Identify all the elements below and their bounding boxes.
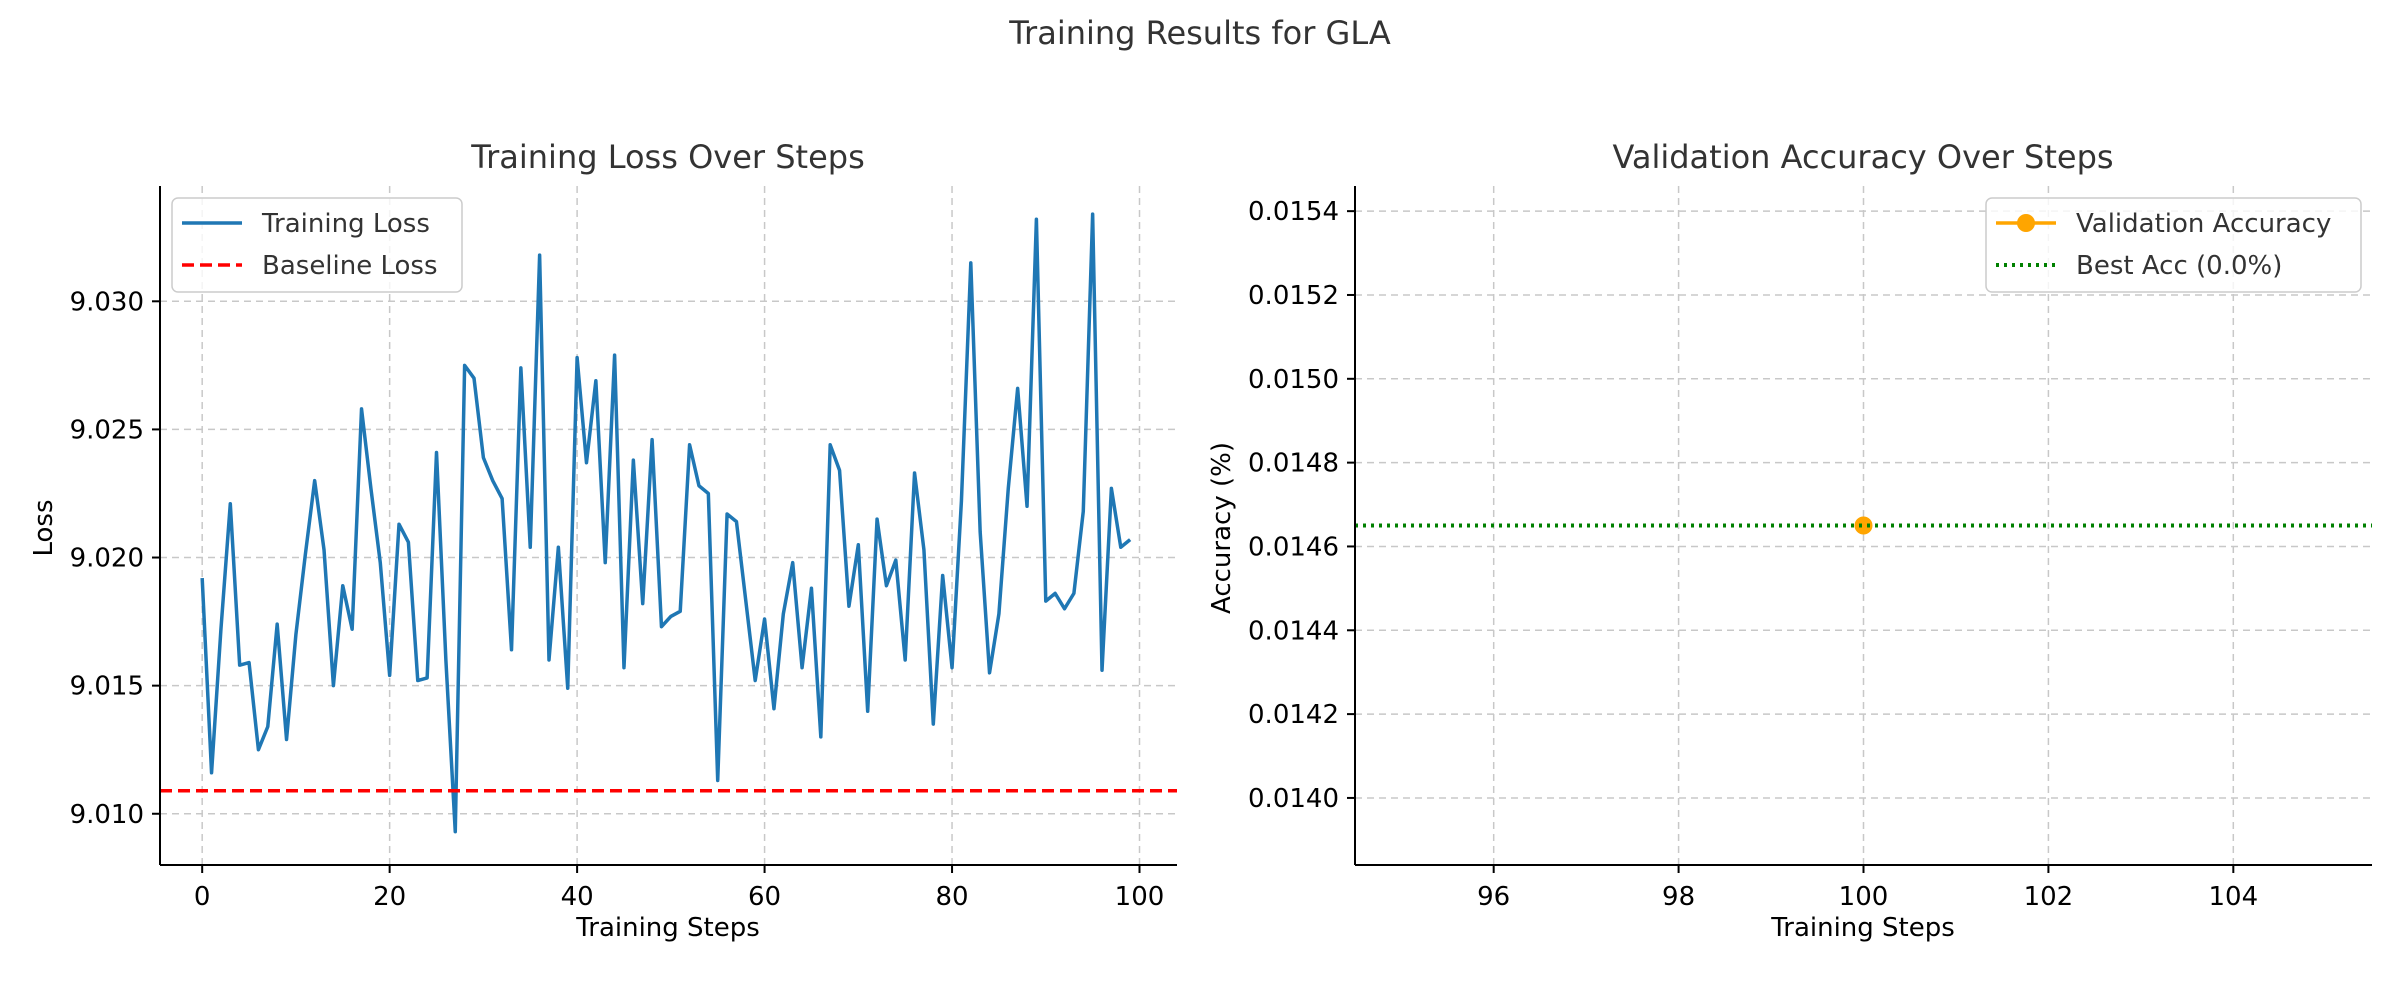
x-tick-label: 60 [748,882,781,912]
y-tick-label: 0.0146 [1248,532,1339,562]
legend-best-acc-label: Best Acc (0.0%) [2076,251,2282,281]
validation-accuracy-y-ticks: 0.0140 0.0142 0.0144 0.0146 0.0148 0.0150 0.01… [1248,197,1355,814]
validation-accuracy-legend: Validation Accuracy Best Acc (0.0%) [1985,197,2362,293]
x-tick-label: 102 [2024,882,2074,912]
x-tick-label: 0 [194,882,211,912]
validation-accuracy-ylabel: Accuracy (%) [1207,442,1237,614]
validation-accuracy-x-ticks: 96 98 100 102 104 [1477,865,2258,912]
x-tick-label: 100 [1839,882,1889,912]
training-loss-legend: Training Loss Baseline Loss [171,197,463,293]
y-tick-label: 0.0152 [1248,281,1339,311]
y-tick-label: 9.025 [70,415,144,445]
training-loss-xlabel: Training Steps [575,913,760,943]
x-tick-label: 100 [1115,882,1165,912]
x-tick-label: 104 [2208,882,2258,912]
training-loss-grid [160,186,1177,865]
x-tick-label: 20 [373,882,406,912]
figure-title: Training Results for GLA [1008,14,1391,52]
training-loss-chart: 0 20 40 60 80 100 9.010 9.015 9.020 9.025 9.030 T… [29,138,1177,943]
training-loss-title: Training Loss Over Steps [470,138,864,176]
y-tick-label: 0.0142 [1248,700,1339,730]
validation-accuracy-xlabel: Training Steps [1770,913,1955,943]
training-loss-x-ticks: 0 20 40 60 80 100 [194,865,1164,912]
x-tick-label: 96 [1477,882,1510,912]
validation-accuracy-title: Validation Accuracy Over Steps [1612,138,2113,176]
legend-training-loss-label: Training Loss [261,209,430,239]
y-tick-label: 0.0154 [1248,197,1339,227]
x-tick-label: 80 [935,882,968,912]
legend-validation-accuracy-label: Validation Accuracy [2076,209,2331,239]
validation-accuracy-series [1355,516,2372,535]
training-loss-legend-frame [171,197,463,293]
validation-accuracy-legend-frame [1985,197,2362,293]
legend-baseline-loss-label: Baseline Loss [262,251,438,281]
x-tick-label: 40 [561,882,594,912]
y-tick-label: 0.0150 [1248,365,1339,395]
training-loss-y-ticks: 9.010 9.015 9.020 9.025 9.030 [70,287,160,830]
training-loss-line [200,212,1132,834]
y-tick-label: 9.010 [70,800,144,830]
y-tick-label: 0.0140 [1248,784,1339,814]
validation-accuracy-point [1854,516,1873,535]
validation-accuracy-chart: 96 98 100 102 104 0.01400.01420.01440.01460.… [1207,138,2372,943]
y-tick-label: 0.0144 [1248,616,1339,646]
training-loss-ylabel: Loss [29,499,59,556]
x-tick-label: 98 [1662,882,1695,912]
y-tick-label: 9.020 [70,544,144,574]
y-tick-label: 9.030 [70,287,144,317]
y-tick-label: 0.0148 [1248,449,1339,479]
training-loss-series [160,212,1177,834]
y-tick-label: 9.015 [70,672,144,702]
legend-validation-accuracy-marker [2017,214,2035,232]
